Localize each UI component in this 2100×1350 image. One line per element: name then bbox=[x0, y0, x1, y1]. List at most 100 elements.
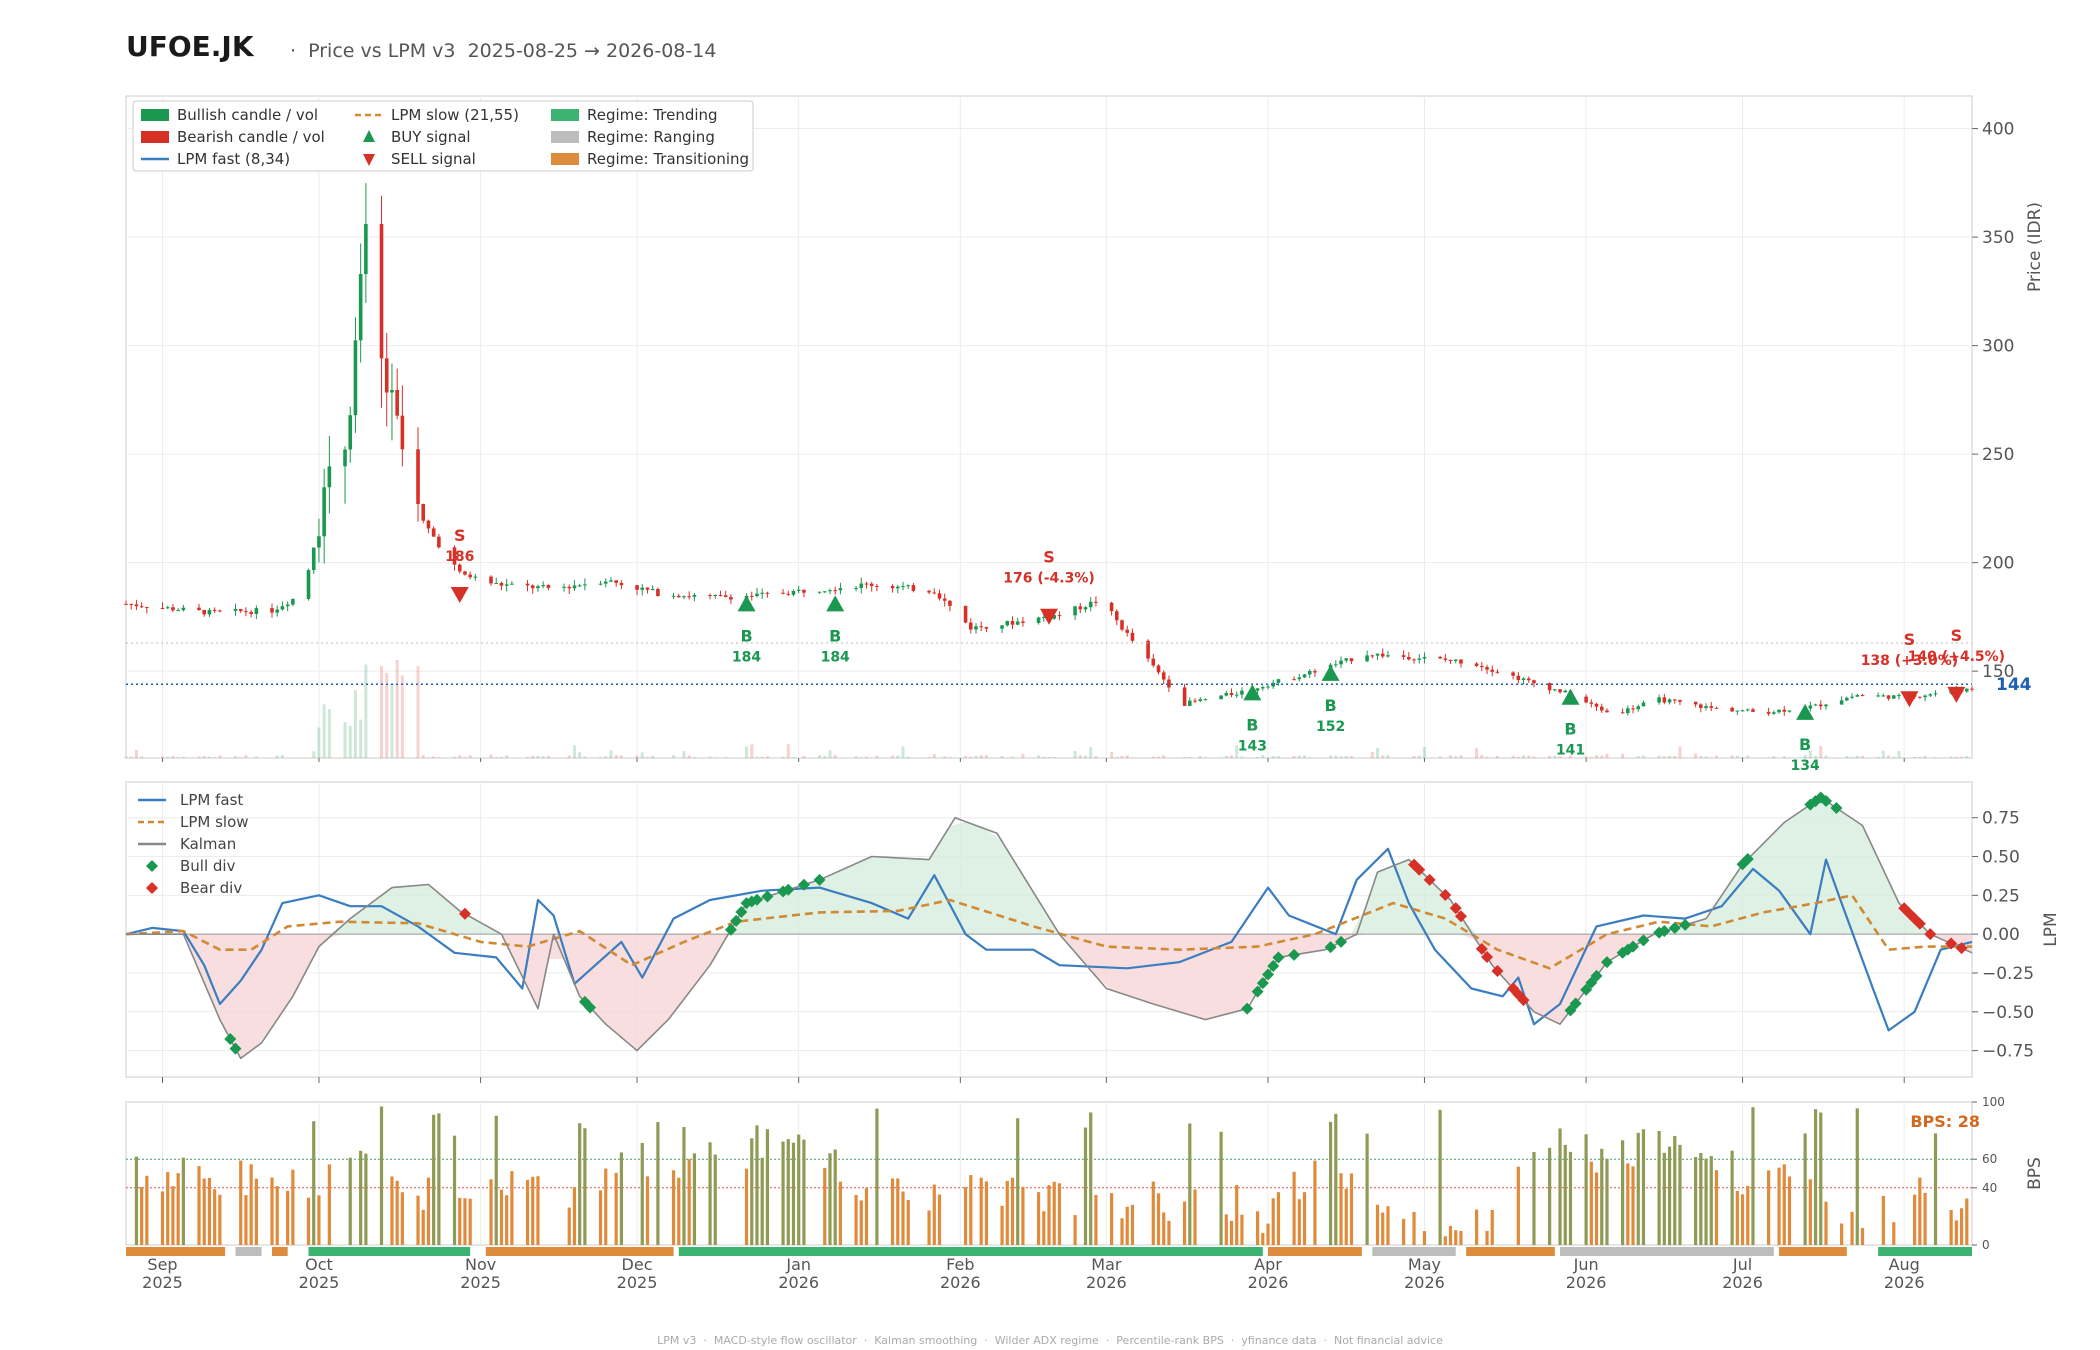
volume-bar bbox=[1256, 756, 1260, 758]
bps-bar bbox=[1365, 1133, 1369, 1245]
candle-body bbox=[1735, 710, 1740, 712]
candle-body bbox=[463, 571, 467, 575]
candle-body bbox=[656, 589, 660, 596]
volume-bar bbox=[943, 756, 947, 758]
bps-bar bbox=[854, 1194, 858, 1245]
x-tick-year: 2026 bbox=[1086, 1273, 1127, 1292]
volume-bar bbox=[1417, 755, 1421, 758]
bps-bar bbox=[416, 1195, 420, 1245]
volume-bar bbox=[1918, 757, 1922, 758]
candle-body bbox=[760, 592, 764, 594]
bps-bar bbox=[1235, 1184, 1239, 1245]
bps-bar bbox=[364, 1153, 368, 1245]
volume-bar bbox=[583, 756, 587, 758]
volume-bar bbox=[526, 756, 530, 758]
bps-bar bbox=[1036, 1192, 1041, 1245]
lpm-legend-label: LPM fast bbox=[180, 791, 243, 809]
bps-bar bbox=[1083, 1127, 1088, 1245]
volume-bar bbox=[906, 756, 910, 758]
bps-bar bbox=[1448, 1226, 1453, 1245]
volume-bar bbox=[781, 756, 785, 758]
candle-body bbox=[1130, 632, 1135, 641]
bps-bar bbox=[1621, 1140, 1625, 1245]
volume-bar bbox=[1198, 755, 1202, 758]
volume-bar bbox=[745, 746, 749, 758]
bull-div-marker bbox=[1590, 969, 1603, 982]
buy-signal-price: 143 bbox=[1238, 738, 1267, 754]
bps-bar bbox=[750, 1138, 754, 1245]
bps-bar bbox=[1459, 1230, 1463, 1245]
bps-bar bbox=[244, 1195, 248, 1245]
candle-body bbox=[1928, 694, 1933, 696]
bps-bar bbox=[1678, 1144, 1682, 1245]
volume-bar bbox=[750, 744, 754, 758]
price-legend-label: LPM fast (8,34) bbox=[177, 150, 290, 168]
candle-body bbox=[1234, 694, 1239, 696]
bps-bar bbox=[254, 1178, 258, 1245]
candle-body bbox=[864, 583, 869, 585]
bps-bar bbox=[1730, 1150, 1734, 1245]
candle-body bbox=[1015, 621, 1020, 625]
volume-bar bbox=[1735, 755, 1739, 758]
buy-signal-marker bbox=[826, 595, 845, 612]
x-tick-year: 2026 bbox=[1404, 1273, 1445, 1292]
regime-segment-transitioning bbox=[126, 1247, 226, 1256]
bps-bar bbox=[937, 1194, 942, 1245]
x-tick-month: Apr bbox=[1254, 1255, 1282, 1274]
candle-body bbox=[1438, 656, 1442, 659]
volume-bar bbox=[1923, 755, 1927, 758]
bps-bar bbox=[1328, 1121, 1333, 1245]
candle-body bbox=[650, 589, 655, 591]
volume-bar bbox=[1850, 757, 1854, 758]
volume-bar bbox=[463, 757, 467, 758]
bear-div-marker bbox=[1945, 937, 1958, 950]
lpm-tick-label: −0.75 bbox=[1982, 1042, 2034, 1062]
price-legend-label: Regime: Transitioning bbox=[587, 150, 749, 168]
bear-div-marker bbox=[1454, 910, 1467, 923]
volume-bar bbox=[416, 666, 420, 758]
bps-bar bbox=[421, 1209, 425, 1245]
volume-bar bbox=[1527, 755, 1531, 758]
volume-bar bbox=[1595, 755, 1599, 758]
candle-body bbox=[1605, 710, 1609, 713]
candle-body bbox=[145, 607, 149, 609]
volume-bar bbox=[343, 722, 347, 758]
bps-bar bbox=[1375, 1204, 1380, 1245]
bps-bar bbox=[1777, 1167, 1781, 1245]
x-tick-month: Jun bbox=[1573, 1255, 1599, 1274]
bull-div-marker bbox=[761, 890, 774, 903]
bps-bar bbox=[1589, 1161, 1593, 1245]
bps-bar bbox=[1182, 1201, 1187, 1245]
candle-body bbox=[541, 585, 545, 587]
volume-bar bbox=[1329, 755, 1333, 758]
bps-bar bbox=[797, 1134, 801, 1245]
volume-bar bbox=[619, 755, 623, 758]
buy-signal-price: 134 bbox=[1791, 758, 1820, 774]
bps-bar bbox=[1412, 1211, 1416, 1245]
bps-bar bbox=[786, 1139, 790, 1245]
bps-bar bbox=[1297, 1199, 1301, 1245]
candle-body bbox=[854, 587, 858, 589]
volume-bar bbox=[1339, 756, 1343, 758]
bps-bar bbox=[692, 1153, 697, 1245]
candle-body bbox=[395, 389, 399, 416]
bps-bar bbox=[1125, 1206, 1129, 1245]
volume-bar bbox=[854, 756, 858, 758]
bps-bar bbox=[671, 1170, 676, 1245]
regime-segment-ranging bbox=[235, 1247, 262, 1256]
lpm-tick-label: −0.25 bbox=[1982, 964, 2034, 984]
volume-bar bbox=[1449, 755, 1453, 758]
buy-signal-price: 184 bbox=[821, 649, 850, 665]
volume-bar bbox=[604, 756, 608, 758]
bear-div-marker bbox=[1924, 928, 1937, 941]
candle-body bbox=[1657, 697, 1661, 703]
candle-body bbox=[1824, 704, 1828, 707]
volume-bar bbox=[1261, 755, 1265, 758]
candle-body bbox=[927, 590, 931, 593]
candle-body bbox=[1459, 659, 1463, 664]
bull-div-marker bbox=[1819, 795, 1832, 808]
candle-body bbox=[1751, 709, 1755, 712]
volume-bar bbox=[1954, 756, 1958, 758]
bps-bar bbox=[984, 1181, 989, 1245]
